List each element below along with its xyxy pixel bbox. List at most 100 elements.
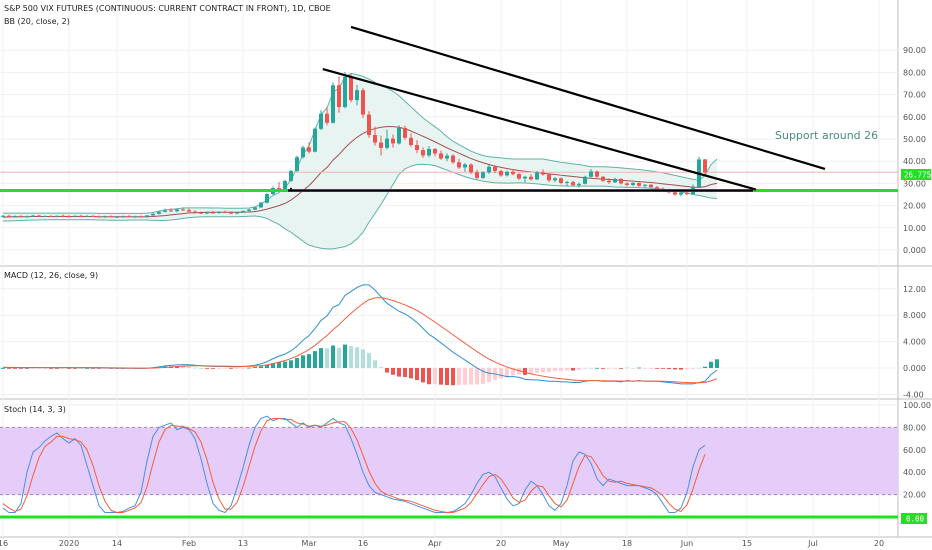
macd-histogram-bar bbox=[487, 368, 491, 383]
macd-histogram-bar bbox=[265, 364, 269, 368]
x-tick-label: Mar bbox=[301, 539, 317, 548]
candle-body bbox=[487, 166, 491, 173]
macd-histogram-bar bbox=[391, 368, 395, 375]
macd-histogram-bar bbox=[535, 368, 539, 373]
macd-histogram-bar bbox=[349, 346, 353, 368]
candle-body bbox=[61, 215, 65, 217]
macd-histogram-bar bbox=[631, 368, 635, 369]
price-tick-label: 0.000 bbox=[903, 246, 926, 255]
stoch-pane[interactable] bbox=[0, 415, 898, 519]
macd-histogram-bar bbox=[343, 344, 347, 368]
macd-histogram-bar bbox=[91, 368, 95, 369]
macd-indicator-label: MACD (12, 26, close, 9) bbox=[4, 271, 98, 280]
candle-body bbox=[541, 172, 545, 175]
bollinger-lower-line bbox=[2, 163, 718, 250]
stoch-tick-label: 40.00 bbox=[903, 468, 926, 477]
candle-body bbox=[175, 209, 179, 212]
macd-signal-line bbox=[2, 297, 718, 384]
x-tick-label: 14 bbox=[112, 539, 122, 548]
macd-histogram-bar bbox=[61, 368, 65, 369]
macd-histogram-bar bbox=[601, 368, 605, 369]
macd-histogram-bar bbox=[385, 368, 389, 373]
macd-histogram-bar bbox=[553, 368, 557, 372]
candle-body bbox=[553, 178, 557, 181]
candle-body bbox=[115, 216, 119, 218]
macd-histogram-bar bbox=[307, 354, 311, 368]
macd-histogram-bar bbox=[709, 361, 713, 368]
macd-histogram-bar bbox=[655, 368, 659, 369]
macd-histogram-bar bbox=[79, 368, 83, 369]
candle-body bbox=[625, 183, 629, 185]
macd-histogram-bar bbox=[205, 368, 209, 369]
macd-histogram-bar bbox=[289, 360, 293, 368]
candle-body bbox=[199, 212, 203, 214]
candle-body bbox=[679, 192, 683, 195]
price-tick-label: 30.00 bbox=[903, 179, 926, 188]
stoch-band-fill bbox=[0, 427, 898, 495]
candle-body bbox=[37, 215, 41, 217]
candle-body bbox=[127, 216, 131, 218]
macd-histogram-bar bbox=[253, 367, 257, 368]
macd-histogram-bar bbox=[235, 368, 239, 369]
candle-body bbox=[265, 194, 269, 203]
macd-histogram-bar bbox=[505, 368, 509, 378]
candle-body bbox=[445, 155, 449, 159]
candle-body bbox=[277, 188, 281, 190]
candle-body bbox=[379, 142, 383, 148]
macd-histogram-bar bbox=[283, 361, 287, 368]
macd-histogram-bar bbox=[37, 368, 41, 369]
macd-histogram-bar bbox=[295, 358, 299, 368]
candle-body bbox=[685, 192, 689, 195]
candle-body bbox=[421, 150, 425, 156]
candle-body bbox=[169, 210, 173, 212]
x-tick-label: Apr bbox=[428, 539, 443, 548]
macd-histogram-bar bbox=[427, 368, 431, 385]
macd-histogram-bar bbox=[481, 368, 485, 384]
axes: 16 2020 14 Feb 13 Mar 16 Apr 20 May 18 Jun 15 Jul 20 90… bbox=[0, 46, 931, 548]
candle-body bbox=[355, 90, 359, 101]
stoch-k-line bbox=[2, 415, 706, 514]
macd-histogram-bar bbox=[697, 367, 701, 369]
price-pane[interactable] bbox=[0, 71, 898, 219]
macd-histogram-bar bbox=[379, 367, 383, 368]
macd-histogram-bar bbox=[577, 368, 581, 370]
bollinger-upper-line bbox=[3, 72, 718, 214]
symbol-title: S&P 500 VIX FUTURES (CONTINUOUS: CURRENT… bbox=[4, 4, 331, 13]
macd-histogram-bar bbox=[547, 368, 551, 373]
candle-body bbox=[193, 211, 197, 213]
macd-histogram-bar bbox=[55, 368, 59, 369]
candle-body bbox=[163, 210, 167, 212]
macd-histogram-bar bbox=[49, 368, 53, 369]
x-tick-label: 20 bbox=[496, 539, 506, 548]
candle-body bbox=[367, 114, 371, 136]
candle-body bbox=[259, 202, 263, 208]
macd-histogram-bar bbox=[85, 368, 89, 369]
macd-histogram-bar bbox=[523, 368, 527, 375]
support-annotation[interactable]: Support around 26 bbox=[775, 129, 878, 142]
macd-tick-label: -4.00 bbox=[903, 390, 924, 399]
price-tick-label: 50.00 bbox=[903, 135, 926, 144]
macd-histogram-bar bbox=[511, 368, 515, 376]
candle-body bbox=[205, 212, 209, 214]
x-tick-label: 15 bbox=[742, 539, 752, 548]
candle-body bbox=[391, 138, 395, 144]
macd-histogram-bar bbox=[271, 363, 275, 368]
macd-histogram-bar bbox=[211, 368, 215, 369]
candle-body bbox=[577, 183, 581, 186]
candle-body bbox=[631, 182, 635, 185]
candle-body bbox=[301, 147, 305, 158]
macd-histogram-bar bbox=[193, 367, 197, 369]
candle-body bbox=[403, 127, 407, 138]
candle-body bbox=[565, 182, 569, 184]
macd-histogram-bar bbox=[337, 347, 341, 368]
candle-body bbox=[25, 216, 29, 218]
macd-histogram-bar bbox=[181, 366, 185, 368]
macd-histogram-bar bbox=[1, 368, 5, 369]
macd-histogram-bar bbox=[451, 368, 455, 386]
stoch-line-tag: 0.00 bbox=[906, 515, 925, 524]
macd-histogram-bar bbox=[619, 368, 623, 369]
drawings[interactable] bbox=[0, 25, 898, 193]
candle-body bbox=[85, 216, 89, 218]
macd-pane[interactable] bbox=[1, 284, 719, 386]
